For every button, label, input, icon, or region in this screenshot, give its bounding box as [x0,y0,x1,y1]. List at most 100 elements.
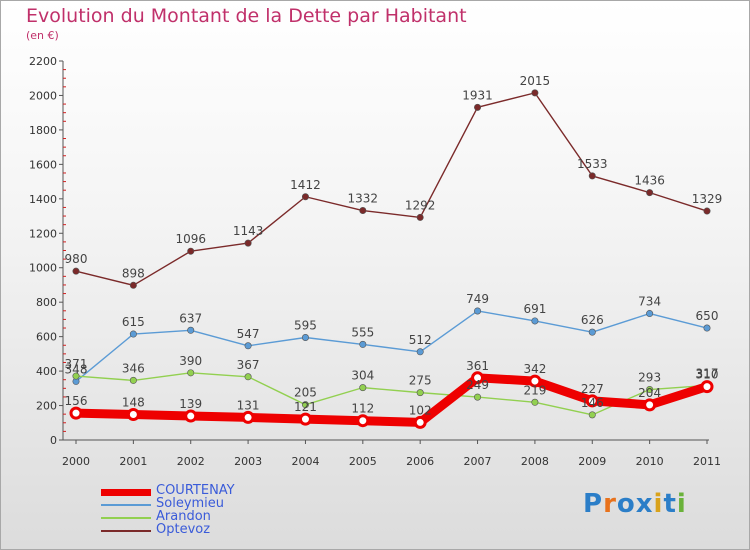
data-label: 1143 [233,224,264,238]
data-label: 131 [237,398,260,412]
data-point-courtenay [413,415,427,429]
data-label: 371 [65,357,88,371]
logo-letter: i [653,489,664,519]
data-label: 112 [351,402,374,416]
data-point-soleymieu [588,328,596,336]
data-label: 547 [237,327,260,341]
y-tick-label: 600 [36,331,57,344]
data-label: 227 [581,382,604,396]
data-point-arandon [531,398,539,406]
data-point-soleymieu [646,310,654,318]
x-tick-label: 2008 [521,455,549,468]
x-tick-label: 2011 [693,455,721,468]
y-tick-label: 1800 [29,124,57,137]
data-label: 317 [696,366,719,380]
y-tick-label: 2000 [29,89,57,102]
data-label: 367 [237,358,260,372]
data-point-arandon [474,393,482,401]
data-label: 275 [409,374,432,388]
data-point-courtenay [643,398,657,412]
data-point-courtenay [528,374,542,388]
data-point-soleymieu [129,330,137,338]
data-label: 390 [179,354,202,368]
data-point-courtenay [298,412,312,426]
data-point-optevoz [531,89,539,97]
data-label: 1436 [634,174,665,188]
legend-item-soleymieu: Soleymieu [101,496,301,511]
data-label: 615 [122,315,145,329]
data-label: 637 [179,311,202,325]
proxiti-logo: Proxiti [583,489,687,519]
data-point-soleymieu [359,340,367,348]
data-point-soleymieu [301,333,309,341]
x-tick-label: 2001 [119,455,147,468]
data-point-optevoz [703,207,711,215]
data-label: 156 [65,394,88,408]
legend-label: Arandon [156,509,211,524]
data-label: 1096 [175,232,206,246]
data-point-optevoz [474,103,482,111]
data-point-courtenay [356,414,370,428]
y-tick-label: 1000 [29,262,57,275]
logo-letter: r [603,489,617,519]
data-label: 304 [351,369,374,383]
legend: COURTENAY Soleymieu Arandon Optevoz [101,483,301,537]
legend-label: Soleymieu [156,496,225,511]
y-tick-label: 1200 [29,227,57,240]
data-point-arandon [588,411,596,419]
data-point-arandon [187,369,195,377]
data-point-soleymieu [703,324,711,332]
legend-swatch [101,530,151,532]
data-point-optevoz [72,267,80,275]
data-point-optevoz [359,207,367,215]
y-tick-label: 800 [36,296,57,309]
data-point-optevoz [416,213,424,221]
data-label: 734 [638,295,661,309]
data-label: 1931 [462,88,493,102]
data-point-optevoz [129,281,137,289]
data-point-courtenay [471,371,485,385]
chart-unit-label: (en €) [26,29,59,42]
data-label: 219 [523,383,546,397]
x-tick-label: 2002 [177,455,205,468]
data-label: 2015 [520,74,551,88]
data-point-soleymieu [187,326,195,334]
legend-item-arandon: Arandon [101,509,301,524]
series-line-optevoz [75,92,708,286]
data-label: 348 [65,362,88,376]
data-label: 1332 [348,192,379,206]
data-label: 139 [179,397,202,411]
data-point-soleymieu [244,342,252,350]
data-label: 595 [294,318,317,332]
data-point-courtenay [184,409,198,423]
legend-label: COURTENAY [156,483,235,498]
data-point-optevoz [301,193,309,201]
data-label: 346 [122,361,145,375]
data-label: 102 [409,403,432,417]
legend-label: Optevoz [156,522,211,537]
data-point-arandon [359,384,367,392]
data-label: 650 [696,309,719,323]
data-label: 205 [294,386,317,400]
series-line-arandon [75,372,708,416]
data-point-soleymieu [416,348,424,356]
data-label: 148 [122,396,145,410]
series-line-courtenay [71,373,712,427]
data-point-courtenay [585,394,599,408]
legend-item-optevoz: Optevoz [101,522,301,537]
logo-letter: P [583,489,604,519]
data-label: 1329 [692,192,723,206]
data-point-soleymieu [474,307,482,315]
data-point-courtenay [69,406,83,420]
data-label: 1412 [290,178,321,192]
data-point-optevoz [244,239,252,247]
data-point-courtenay [700,380,714,394]
data-label: 980 [65,252,88,266]
data-label: 146 [581,396,604,410]
y-tick-label: 1600 [29,158,57,171]
legend-swatch [101,489,151,496]
data-point-optevoz [646,189,654,197]
legend-item-courtenay: COURTENAY [101,483,301,498]
x-tick-label: 2004 [291,455,319,468]
data-label: 512 [409,333,432,347]
